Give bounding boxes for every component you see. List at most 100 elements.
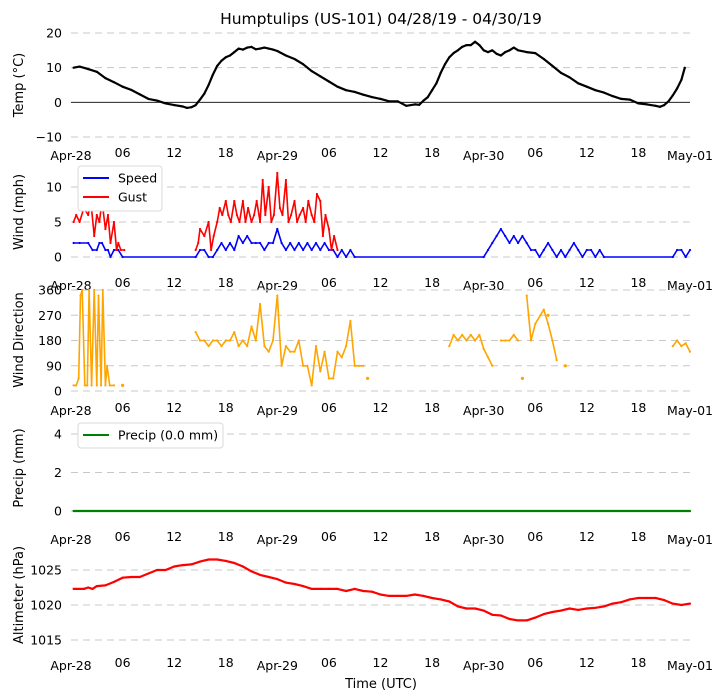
- wind-data-point: [499, 227, 502, 231]
- wind-legend: Speed Gust: [77, 165, 163, 212]
- wind-data-point: [218, 206, 221, 210]
- altimeter-data-point: [164, 568, 167, 572]
- altimeter-data-point: [542, 613, 545, 616]
- wind_dir-x-tick-label: Apr-28: [50, 403, 91, 418]
- altimeter-x-tick-label: 18: [630, 655, 646, 670]
- wind-data-point: [293, 199, 296, 203]
- altimeter-data-point: [87, 586, 90, 589]
- wind_dir-x-tick-label: 06: [321, 400, 337, 415]
- wind_dir-y-tick-label: 90: [46, 358, 62, 373]
- panel-precip: Precip (mm) 0 2 4 Apr-28 06 12 18 Apr-29 06 12 18 Ap…: [12, 422, 713, 547]
- wind-data-point: [75, 213, 78, 217]
- wind_dir-data-point: [676, 339, 679, 342]
- wind-data-point: [297, 241, 300, 245]
- wind_dir-data-point: [314, 345, 318, 348]
- wind-data-point: [585, 248, 588, 252]
- temp-data-point: [439, 71, 442, 74]
- temp-data-point: [220, 59, 223, 62]
- temp-data-point: [87, 68, 90, 71]
- temp-line-segment: [73, 40, 686, 110]
- temp-data-point: [452, 52, 455, 55]
- temp-data-point: [413, 103, 416, 106]
- temp-data-point: [568, 76, 571, 79]
- temp-data-point: [482, 49, 485, 52]
- temp-data-point: [658, 105, 662, 108]
- wind_dir-data-point: [246, 345, 249, 348]
- wind-data-point: [327, 248, 330, 252]
- temp-data-point: [198, 98, 202, 101]
- altimeter-x-tick-label: 12: [579, 655, 595, 670]
- temp-data-point: [246, 46, 249, 49]
- wind-data-point: [577, 248, 580, 252]
- wind-line-segment: [73, 228, 691, 258]
- wind-data-point: [203, 248, 206, 252]
- temp-data-point: [78, 65, 81, 68]
- precip-x-tick-label: Apr-29: [257, 532, 298, 547]
- wind_dir-x-tick-label: May-01: [667, 403, 713, 418]
- altimeter-data-point: [422, 594, 425, 598]
- wind_dir-x-tick-label: 06: [527, 400, 543, 415]
- altimeter-line-segment: [73, 558, 691, 622]
- wind_dir-x-tick-label: 18: [218, 400, 234, 415]
- wind_dir-x-tick-label: Apr-30: [463, 403, 504, 418]
- wind_dir-data-point: [289, 350, 292, 353]
- wind-data-point: [115, 248, 118, 252]
- temp-data-point: [370, 96, 373, 99]
- wind-data-point: [104, 227, 107, 231]
- wind-data-point: [684, 255, 687, 259]
- wind-data-point: [93, 234, 96, 238]
- wind-data-point: [216, 220, 219, 224]
- temp-data-point: [95, 70, 98, 73]
- temp-y-tick-label: 20: [46, 26, 62, 41]
- wind-data-point: [194, 248, 197, 252]
- altimeter-data-point: [637, 596, 640, 600]
- altimeter-data-point: [688, 602, 692, 605]
- wind-data-point: [327, 227, 330, 231]
- wind_dir-data-point: [302, 364, 305, 367]
- wind-y-tick-label: 10: [46, 180, 62, 195]
- wind-data-point: [272, 213, 275, 217]
- wind-x-tick-label: 06: [321, 275, 337, 290]
- wind_dir-y-tick-label: 180: [38, 333, 62, 348]
- wind_dir-data-point: [101, 288, 104, 292]
- altimeter-x-tick-label: 06: [321, 655, 337, 670]
- wind_dir-data-point: [357, 364, 361, 367]
- wind-data-point: [259, 220, 262, 224]
- wind-x-tick-label: 06: [115, 275, 131, 290]
- temp-data-point: [667, 100, 670, 103]
- temp-data-point: [310, 70, 313, 73]
- wind_dir-x-tick-label: 12: [166, 400, 182, 415]
- wind_dir-x-tick-label: 18: [630, 400, 646, 415]
- altimeter-data-point: [491, 613, 494, 616]
- temp-y-tick-label: 10: [46, 60, 62, 75]
- temp-x-tick-label: 06: [115, 145, 131, 160]
- temp-data-point: [676, 87, 679, 90]
- altimeter-data-point: [91, 587, 94, 591]
- altimeter-data-point: [95, 585, 98, 588]
- temp-data-point: [418, 103, 421, 106]
- wind-data-point: [598, 248, 601, 252]
- wind-data-point: [310, 248, 313, 252]
- wind_dir-x-tick-label: Apr-29: [257, 403, 298, 418]
- altimeter-data-point: [628, 598, 631, 601]
- wind-data-point: [529, 248, 533, 252]
- wind-data-point: [221, 213, 224, 217]
- wind-data-point: [270, 220, 273, 224]
- wind_dir-data-point: [211, 339, 214, 342]
- wind-data-point: [261, 178, 264, 182]
- wind_dir-data-point: [474, 339, 477, 342]
- wind-data-point: [91, 248, 94, 252]
- precip-y-tick-label: 0: [54, 504, 62, 519]
- wind-data-point: [602, 255, 606, 259]
- wind-legend-label: Gust: [118, 190, 147, 205]
- wind_dir-data-point: [220, 345, 223, 348]
- wind_dir-data-point: [555, 359, 558, 362]
- wind-data-point: [247, 206, 250, 210]
- wind_dir-data-point: [688, 350, 692, 353]
- wind_dir-y-tick-label: 270: [38, 308, 62, 323]
- temp-data-point: [585, 85, 588, 88]
- wind-data-point: [112, 248, 116, 252]
- altimeter-data-point: [353, 587, 356, 591]
- wind-x-tick-label: 12: [373, 275, 389, 290]
- temp-data-point: [181, 105, 184, 108]
